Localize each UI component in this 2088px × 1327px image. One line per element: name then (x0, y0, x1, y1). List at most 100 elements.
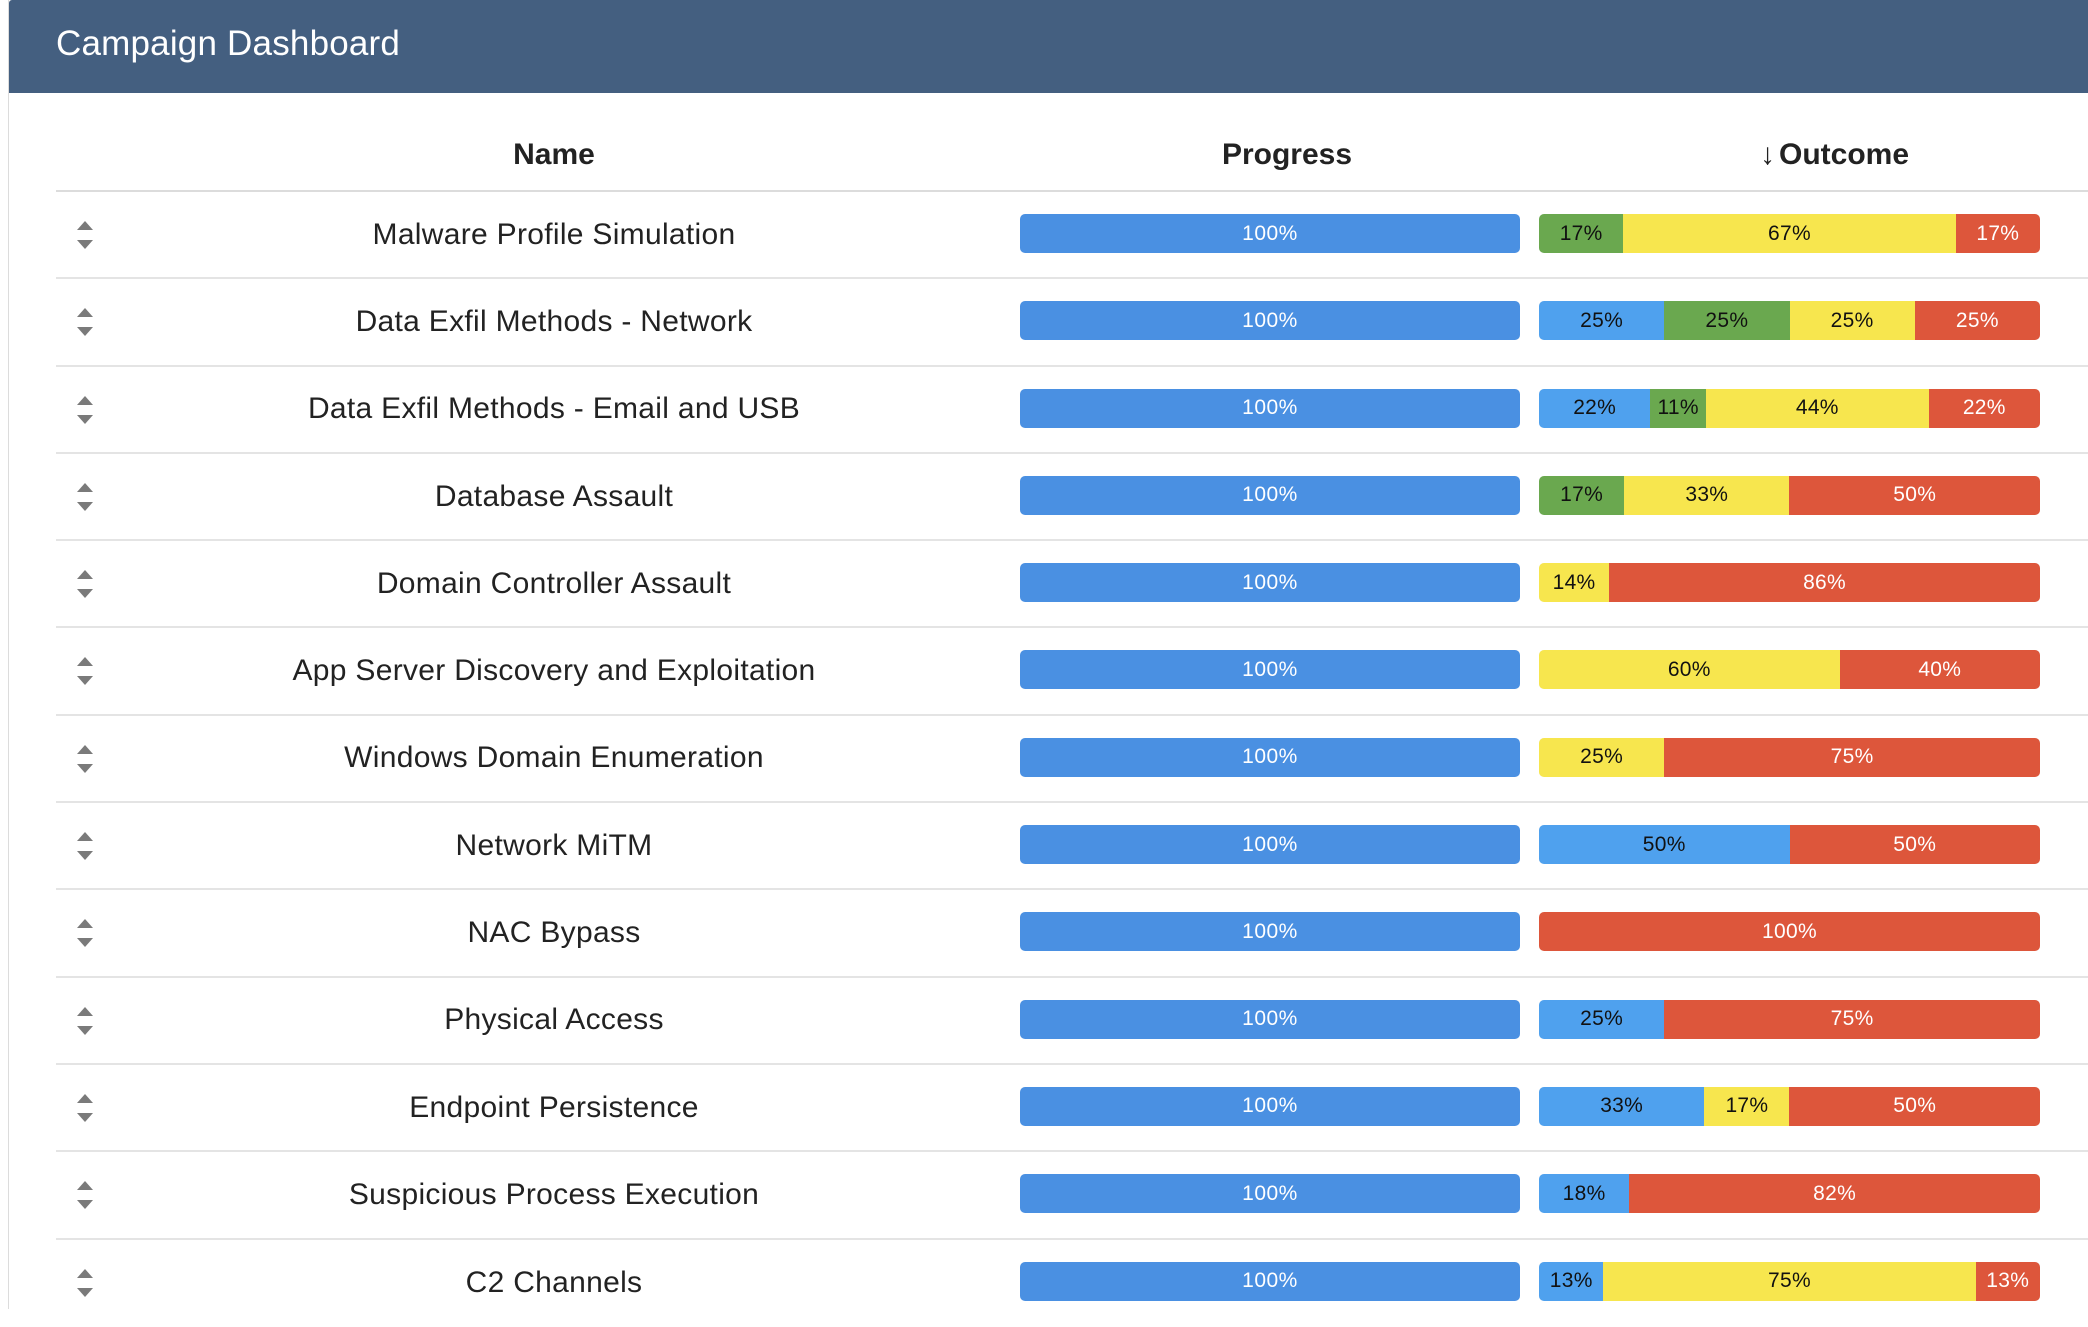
table-body: Malware Profile Simulation 100% 17% 67% 17% D… (56, 192, 2088, 1327)
campaign-name[interactable]: Suspicious Process Execution (348, 1177, 760, 1211)
campaign-table: Name Progress ↓ Outcome Malware Profile S… (56, 93, 2088, 1327)
sort-handle-icon[interactable] (74, 568, 96, 600)
progress-bar: 100% (1020, 475, 1520, 515)
outcome-segment-blue: 22% (1539, 388, 1651, 428)
sort-handle-icon[interactable] (74, 1179, 96, 1211)
progress-bar: 100% (1020, 563, 1520, 603)
progress-bar: 100% (1020, 1086, 1520, 1126)
outcome-segment-green: 25% (1664, 301, 1790, 341)
progress-bar-fill: 100% (1020, 737, 1520, 777)
outcome-segment-red: 40% (1839, 650, 2040, 690)
sort-handle-icon[interactable] (74, 655, 96, 687)
outcome-segment-yellow: 67% (1623, 214, 1956, 253)
campaign-name[interactable]: Database Assault (434, 479, 674, 513)
campaign-name[interactable]: Data Exfil Methods - Email and USB (307, 392, 801, 426)
campaign-name[interactable]: Windows Domain Enumeration (344, 741, 764, 775)
outcome-bar: 60% 40% (1539, 650, 2040, 690)
progress-bar-fill: 100% (1020, 912, 1520, 952)
outcome-bar: 33% 17% 50% (1539, 1086, 2040, 1126)
column-header-outcome-label: Outcome (1778, 138, 1910, 171)
progress-bar: 100% (1020, 214, 1520, 253)
campaign-name[interactable]: Network MiTM (455, 828, 653, 862)
table-row: Physical Access 100% 25% 75% (56, 978, 2088, 1065)
campaign-name[interactable]: Endpoint Persistence (409, 1090, 699, 1124)
campaign-name[interactable]: Domain Controller Assault (376, 566, 732, 600)
outcome-segment-blue: 50% (1539, 825, 1790, 865)
progress-bar: 100% (1020, 388, 1520, 428)
outcome-bar: 17% 33% 50% (1539, 475, 2040, 515)
sort-handle-icon[interactable] (74, 743, 96, 775)
sort-handle-icon[interactable] (74, 394, 96, 426)
sort-handle-icon[interactable] (74, 1005, 96, 1037)
sort-handle-icon[interactable] (74, 917, 96, 949)
outcome-segment-green: 17% (1539, 475, 1625, 515)
outcome-segment-green: 11% (1650, 388, 1706, 428)
progress-bar: 100% (1020, 301, 1520, 341)
table-row: Windows Domain Enumeration 100% 25% 75% (56, 716, 2088, 804)
outcome-segment-red: 25% (1914, 301, 2040, 341)
outcome-segment-yellow: 17% (1704, 1086, 1790, 1126)
campaign-name[interactable]: Physical Access (444, 1003, 664, 1037)
table-row: Suspicious Process Execution 100% 18% 82% (56, 1152, 2088, 1240)
outcome-segment-blue: 13% (1539, 1261, 1604, 1301)
campaign-name[interactable]: Data Exfil Methods - Network (355, 304, 753, 338)
campaign-name[interactable]: C2 Channels (465, 1266, 643, 1300)
progress-bar: 100% (1020, 1261, 1520, 1301)
sort-handle-icon[interactable] (74, 1267, 96, 1299)
sort-handle-icon[interactable] (74, 830, 96, 862)
outcome-segment-yellow: 44% (1705, 388, 1929, 428)
campaign-name[interactable]: NAC Bypass (467, 916, 641, 950)
column-header-name[interactable]: Name (513, 138, 595, 171)
outcome-segment-red: 50% (1789, 475, 2040, 515)
table-row: Data Exfil Methods - Email and USB 100% 22… (56, 367, 2088, 454)
outcome-segment-red: 13% (1975, 1261, 2040, 1301)
progress-bar-fill: 100% (1020, 1086, 1520, 1126)
campaign-dashboard-panel: Campaign Dashboard Name Progress ↓ Outcom… (8, 0, 2088, 1309)
table-header: Name Progress ↓ Outcome (56, 93, 2088, 192)
table-row: NAC Bypass 100% 100% (56, 890, 2088, 978)
outcome-bar: 14% 86% (1539, 563, 2040, 603)
outcome-segment-red: 75% (1664, 737, 2040, 777)
outcome-segment-red: 82% (1629, 1174, 2040, 1214)
sort-handle-icon[interactable] (74, 1092, 96, 1124)
outcome-segment-blue: 25% (1539, 999, 1665, 1039)
progress-bar-fill: 100% (1020, 825, 1520, 865)
progress-bar-fill: 100% (1020, 999, 1520, 1039)
sort-handle-icon[interactable] (74, 306, 96, 338)
column-header-progress[interactable]: Progress (1221, 138, 1353, 171)
progress-bar: 100% (1020, 999, 1520, 1039)
table-row: Malware Profile Simulation 100% 17% 67% 17% (56, 192, 2088, 280)
progress-bar-fill: 100% (1020, 1174, 1520, 1214)
outcome-segment-red: 22% (1928, 388, 2040, 428)
outcome-bar: 25% 25% 25% 25% (1539, 301, 2040, 341)
progress-bar-fill: 100% (1020, 475, 1520, 515)
panel-header: Campaign Dashboard (9, 0, 2088, 93)
outcome-segment-blue: 18% (1539, 1174, 1630, 1214)
outcome-bar: 22% 11% 44% 22% (1539, 388, 2040, 428)
outcome-bar: 25% 75% (1539, 999, 2040, 1039)
progress-bar-fill: 100% (1020, 1261, 1520, 1301)
table-row: App Server Discovery and Exploitation 100… (56, 628, 2088, 716)
sort-handle-icon[interactable] (74, 481, 96, 513)
table-row: Data Exfil Methods - Network 100% 25% 25% 25… (56, 279, 2088, 367)
progress-bar-fill: 100% (1020, 214, 1520, 253)
outcome-segment-blue: 25% (1539, 301, 1665, 341)
table-row: Domain Controller Assault 100% 14% 86% (56, 541, 2088, 629)
outcome-segment-yellow: 60% (1539, 650, 1840, 690)
outcome-segment-blue: 33% (1539, 1086, 1705, 1126)
outcome-segment-red: 100% (1539, 912, 2040, 952)
outcome-segment-yellow: 25% (1789, 301, 1915, 341)
campaign-name[interactable]: App Server Discovery and Exploitation (292, 654, 816, 688)
sort-descending-icon: ↓ (1759, 138, 1775, 171)
outcome-bar: 100% (1539, 912, 2040, 952)
column-header-outcome[interactable]: ↓ Outcome (1559, 138, 2088, 172)
outcome-segment-yellow: 75% (1603, 1261, 1976, 1301)
sort-handle-icon[interactable] (74, 219, 96, 251)
outcome-bar: 18% 82% (1539, 1174, 2040, 1214)
progress-bar-fill: 100% (1020, 301, 1520, 341)
table-row: Database Assault 100% 17% 33% 50% (56, 454, 2088, 542)
progress-bar: 100% (1020, 650, 1520, 690)
campaign-name[interactable]: Malware Profile Simulation (372, 217, 736, 251)
outcome-segment-red: 50% (1789, 1086, 2040, 1126)
table-row: C2 Channels 100% 13% 75% 13% (56, 1240, 2088, 1327)
